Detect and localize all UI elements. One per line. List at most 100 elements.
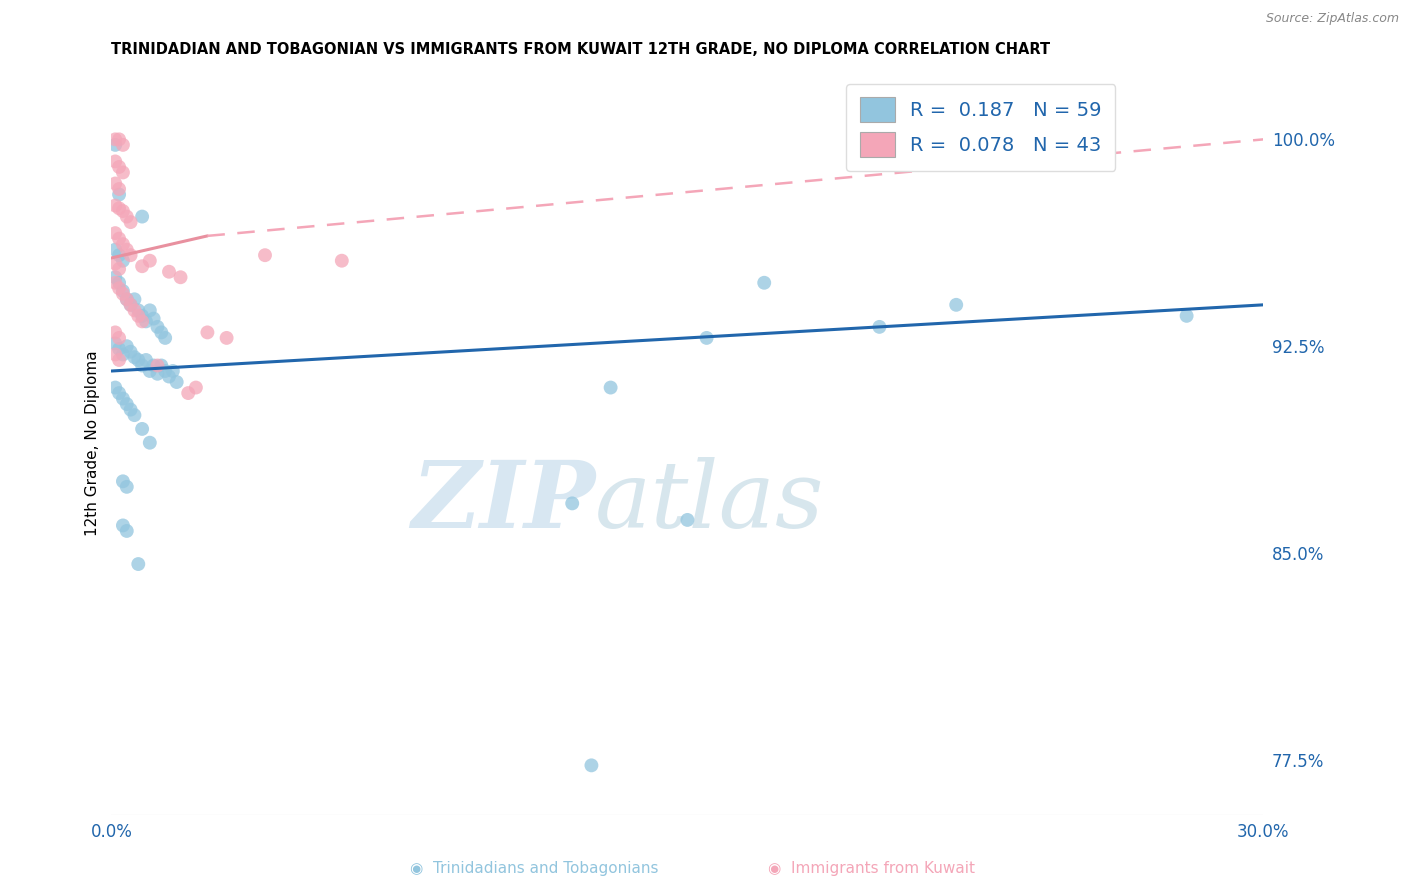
Point	[131, 359, 153, 373]
Point	[108, 182, 131, 196]
Point	[111, 286, 134, 301]
Point	[696, 331, 718, 345]
Point	[120, 248, 142, 262]
Text: atlas: atlas	[595, 458, 825, 548]
Point	[139, 435, 162, 450]
Point	[124, 408, 146, 422]
Point	[108, 331, 131, 345]
Point	[153, 364, 176, 378]
Text: ◉  Immigrants from Kuwait: ◉ Immigrants from Kuwait	[768, 861, 976, 876]
Point	[131, 259, 153, 273]
Point	[108, 386, 131, 401]
Point	[135, 314, 157, 328]
Point	[157, 369, 180, 384]
Point	[124, 293, 146, 307]
Point	[139, 364, 162, 378]
Text: ◉  Trinidadians and Tobagonians: ◉ Trinidadians and Tobagonians	[411, 861, 658, 876]
Point	[115, 293, 138, 307]
Point	[111, 392, 134, 406]
Point	[139, 253, 162, 268]
Point	[142, 359, 165, 373]
Point	[111, 518, 134, 533]
Point	[330, 253, 353, 268]
Point	[127, 557, 149, 571]
Legend: R =  0.187   N = 59, R =  0.078   N = 43: R = 0.187 N = 59, R = 0.078 N = 43	[846, 84, 1115, 170]
Point	[111, 204, 134, 219]
Point	[104, 256, 127, 270]
Point	[124, 303, 146, 318]
Point	[142, 311, 165, 326]
Point	[120, 215, 142, 229]
Point	[868, 319, 890, 334]
Point	[111, 137, 134, 152]
Point	[146, 367, 169, 381]
Point	[115, 293, 138, 307]
Point	[253, 248, 276, 262]
Point	[139, 303, 162, 318]
Point	[108, 202, 131, 216]
Point	[127, 303, 149, 318]
Text: TRINIDADIAN AND TOBAGONIAN VS IMMIGRANTS FROM KUWAIT 12TH GRADE, NO DIPLOMA CORR: TRINIDADIAN AND TOBAGONIAN VS IMMIGRANTS…	[111, 42, 1050, 57]
Point	[111, 237, 134, 252]
Point	[115, 480, 138, 494]
Point	[104, 276, 127, 290]
Point	[581, 758, 603, 772]
Point	[104, 380, 127, 394]
Point	[115, 397, 138, 411]
Point	[108, 160, 131, 174]
Point	[131, 314, 153, 328]
Text: Source: ZipAtlas.com: Source: ZipAtlas.com	[1265, 12, 1399, 25]
Point	[104, 326, 127, 340]
Point	[108, 248, 131, 262]
Point	[131, 422, 153, 436]
Point	[146, 319, 169, 334]
Point	[115, 524, 138, 538]
Y-axis label: 12th Grade, No Diploma: 12th Grade, No Diploma	[86, 350, 100, 535]
Point	[104, 270, 127, 285]
Point	[104, 347, 127, 361]
Point	[153, 331, 176, 345]
Point	[169, 270, 191, 285]
Point	[127, 309, 149, 323]
Point	[115, 210, 138, 224]
Point	[108, 276, 131, 290]
Point	[150, 359, 173, 373]
Point	[104, 137, 127, 152]
Point	[111, 475, 134, 489]
Point	[131, 210, 153, 224]
Point	[115, 339, 138, 353]
Point	[150, 326, 173, 340]
Point	[111, 284, 134, 298]
Text: ZIP: ZIP	[411, 458, 595, 548]
Point	[146, 359, 169, 373]
Point	[162, 364, 184, 378]
Point	[177, 386, 200, 401]
Point	[166, 375, 188, 389]
Point	[215, 331, 238, 345]
Point	[108, 262, 131, 277]
Point	[108, 232, 131, 246]
Point	[676, 513, 699, 527]
Point	[104, 154, 127, 169]
Point	[120, 298, 142, 312]
Point	[157, 265, 180, 279]
Point	[115, 243, 138, 257]
Point	[108, 281, 131, 295]
Point	[131, 309, 153, 323]
Point	[104, 243, 127, 257]
Point	[104, 177, 127, 191]
Point	[108, 132, 131, 146]
Point	[104, 198, 127, 212]
Point	[120, 298, 142, 312]
Point	[104, 336, 127, 351]
Point	[124, 350, 146, 364]
Point	[111, 347, 134, 361]
Point	[111, 253, 134, 268]
Point	[108, 353, 131, 368]
Point	[120, 402, 142, 417]
Point	[184, 380, 207, 394]
Point	[104, 226, 127, 240]
Point	[599, 380, 621, 394]
Point	[754, 276, 776, 290]
Point	[127, 353, 149, 368]
